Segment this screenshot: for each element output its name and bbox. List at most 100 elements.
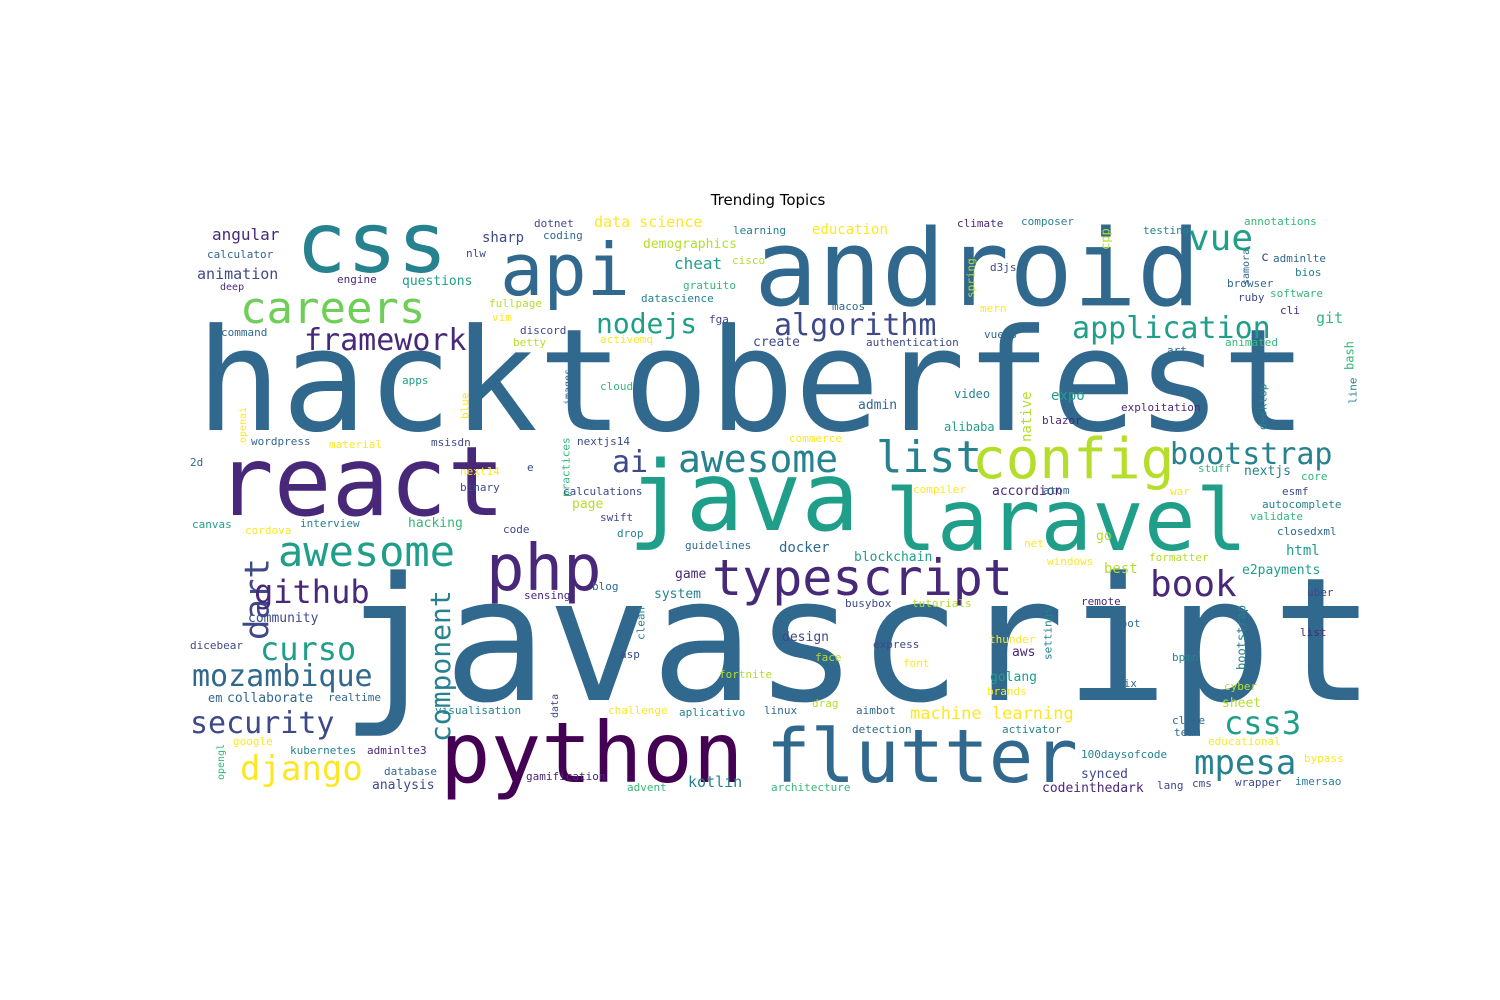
word-cpp: cpp <box>1098 228 1112 250</box>
word-calculator: calculator <box>207 248 274 261</box>
word-d3js: d3js <box>990 261 1017 274</box>
word-data-science: data science <box>594 213 702 231</box>
word-express: express <box>873 638 919 651</box>
word-climate: climate <box>957 217 1003 230</box>
word-cordova: cordova <box>245 524 291 537</box>
word-core: core <box>1301 470 1328 483</box>
word-brands: brands <box>987 685 1027 698</box>
word-game: game <box>675 567 706 582</box>
word-python: python <box>440 704 743 802</box>
word-aimbot: aimbot <box>856 704 896 717</box>
word-flutter: flutter <box>766 714 1078 800</box>
word-list: list <box>1300 626 1327 639</box>
word-interview: interview <box>300 517 360 530</box>
word-accordion: accordion <box>992 484 1062 499</box>
word-application: application <box>1072 311 1271 346</box>
word-openai: openai <box>238 407 249 443</box>
word-bypass: bypass <box>1304 752 1344 765</box>
word-typescript: typescript <box>712 549 1013 607</box>
word-ruby: ruby <box>1238 291 1265 304</box>
word-canvas: canvas <box>192 518 232 531</box>
word-swift: swift <box>600 511 633 524</box>
word-security: security <box>190 706 335 741</box>
word-calculations: calculations <box>563 485 643 498</box>
word-demographics: demographics <box>643 237 737 252</box>
word-samora: samora <box>1241 249 1252 285</box>
word-cloud: cloud <box>600 380 633 393</box>
word-nextjs14: nextjs14 <box>577 435 630 448</box>
word-wordpress: wordpress <box>251 435 311 448</box>
word-gamification: gamification <box>526 770 606 783</box>
word-cisco: cisco <box>732 254 765 267</box>
word-wrapper: wrapper <box>1235 776 1282 789</box>
word-lang: lang <box>1157 779 1184 792</box>
word-educational: educational <box>1208 735 1281 748</box>
word-kotlin: kotlin <box>688 773 742 791</box>
word-java: java <box>628 441 859 553</box>
word-blazor: blazor <box>1042 414 1082 427</box>
word-command: command <box>221 326 267 339</box>
chart-title: Trending Topics <box>710 191 826 209</box>
word-page: page <box>572 497 603 512</box>
word-adminlte: adminlte <box>1273 252 1326 265</box>
word-atom: atom <box>1043 484 1070 497</box>
word-realtime: realtime <box>328 691 381 704</box>
word-macos: macos <box>832 300 865 313</box>
word-activemq: activemq <box>600 333 653 346</box>
word-fullpage: fullpage <box>489 297 542 310</box>
word-cms: cms <box>1192 777 1212 790</box>
word-css3: css3 <box>1224 704 1301 742</box>
word-binary: binary <box>460 481 500 494</box>
word-detection: detection <box>852 723 912 736</box>
word-exploitation: exploitation <box>1121 401 1201 414</box>
word-javascript: javascript <box>340 540 1375 741</box>
word-php: php <box>486 532 602 606</box>
word-spring: spring <box>965 258 978 298</box>
word-vim: vim <box>492 311 512 324</box>
word-settings: settings <box>1042 607 1055 660</box>
word-mozambique: mozambique <box>192 659 373 694</box>
word-browser: browser <box>1227 277 1274 290</box>
word-animated: animated <box>1225 336 1278 349</box>
word-data: data <box>550 694 561 718</box>
word-questions: questions <box>402 274 472 289</box>
word-aplicativo: aplicativo <box>679 706 745 719</box>
word-bash: bash <box>1342 341 1356 370</box>
word-war: war <box>1170 485 1190 498</box>
word-uber: uber <box>1307 586 1334 599</box>
word-linux: linux <box>764 704 797 717</box>
word-annotations: annotations <box>1244 215 1317 228</box>
word-github: github <box>254 573 370 611</box>
word-nodejs: nodejs <box>596 307 697 340</box>
word-deep: deep <box>220 282 244 293</box>
word-blockchain: blockchain <box>854 550 932 565</box>
word-2d: 2d <box>190 456 203 469</box>
word-ai: ai <box>612 445 648 480</box>
word-cyber: cyber <box>1224 680 1257 693</box>
word-vuejs: vuejs <box>984 328 1017 341</box>
word-awesome: awesome <box>278 527 455 576</box>
word-curso: curso <box>260 630 356 668</box>
word-hacking: hacking <box>408 516 463 531</box>
word-practices: practices <box>560 437 573 497</box>
word-fga: fga <box>709 313 729 326</box>
word-advent: advent <box>627 781 667 794</box>
word-commerce: commerce <box>789 432 842 445</box>
word-asp: asp <box>620 648 640 661</box>
word-datascience: datascience <box>641 292 714 305</box>
word-authentication: authentication <box>866 336 959 349</box>
word-html: html <box>1286 543 1320 559</box>
word-sharp: sharp <box>482 230 524 246</box>
word-activator: activator <box>1002 723 1062 736</box>
word-android: android <box>754 207 1201 330</box>
word-dicebear: dicebear <box>190 639 243 652</box>
word-css: css <box>296 194 448 292</box>
word-closedxml: closedxml <box>1277 525 1337 538</box>
word-boot: boot <box>1114 617 1141 630</box>
word-go: go <box>1096 529 1112 544</box>
word-esmf: esmf <box>1282 485 1309 498</box>
word-cli: cli <box>1280 304 1300 317</box>
word-material: material <box>329 438 382 451</box>
word-codeinthedark: codeinthedark <box>1042 781 1144 796</box>
